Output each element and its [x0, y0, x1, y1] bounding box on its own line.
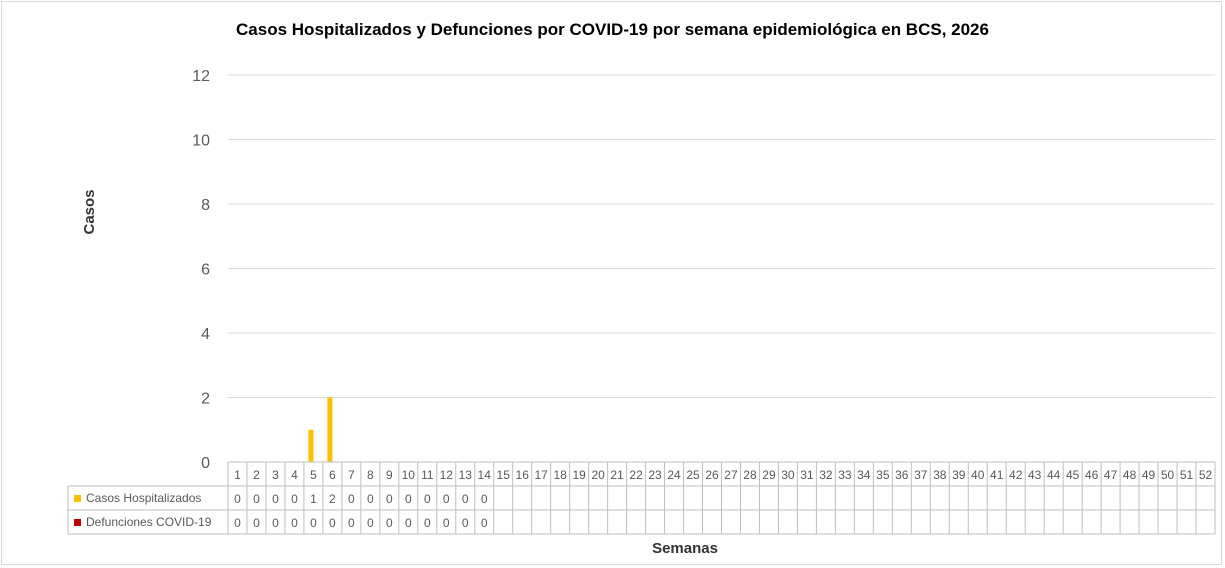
- x-tick-label: 45: [1066, 468, 1080, 482]
- legend-label: Defunciones COVID-19: [86, 515, 212, 529]
- data-value: 0: [348, 492, 355, 506]
- data-value: 0: [310, 516, 317, 530]
- x-tick-label: 26: [705, 468, 719, 482]
- x-tick-label: 14: [478, 468, 492, 482]
- legend-label: Casos Hospitalizados: [86, 491, 201, 505]
- x-axis-label: Semanas: [652, 540, 718, 557]
- data-value: 0: [405, 492, 412, 506]
- x-tick-label: 8: [367, 468, 374, 482]
- data-value: 0: [234, 492, 241, 506]
- data-value: 0: [386, 492, 393, 506]
- data-value: 0: [424, 516, 431, 530]
- x-tick-label: 31: [800, 468, 814, 482]
- data-value: 0: [481, 492, 488, 506]
- y-tick-label: 2: [201, 391, 210, 408]
- x-tick-label: 9: [386, 468, 393, 482]
- x-tick-label: 43: [1028, 468, 1042, 482]
- data-value: 2: [329, 492, 336, 506]
- x-tick-label: 18: [553, 468, 567, 482]
- data-value: 0: [253, 492, 260, 506]
- y-tick-label: 0: [201, 455, 210, 472]
- x-tick-label: 30: [781, 468, 795, 482]
- x-tick-label: 17: [535, 468, 549, 482]
- x-tick-label: 50: [1161, 468, 1175, 482]
- data-value: 0: [481, 516, 488, 530]
- x-tick-label: 4: [291, 468, 298, 482]
- x-tick-label: 11: [421, 468, 434, 482]
- x-tick-label: 40: [971, 468, 985, 482]
- legend-swatch: [74, 519, 81, 526]
- data-value: 0: [272, 492, 279, 506]
- data-value: 0: [253, 516, 260, 530]
- x-tick-label: 1: [234, 468, 241, 482]
- chart-title: Casos Hospitalizados y Defunciones por C…: [236, 20, 989, 39]
- bar-casos-hospitalizados: [327, 397, 333, 462]
- x-tick-label: 38: [933, 468, 947, 482]
- x-tick-label: 10: [402, 468, 416, 482]
- x-tick-label: 3: [272, 468, 279, 482]
- x-tick-label: 5: [310, 468, 317, 482]
- data-value: 0: [272, 516, 279, 530]
- x-tick-label: 32: [819, 468, 833, 482]
- x-tick-label: 12: [440, 468, 454, 482]
- data-value: 0: [405, 516, 412, 530]
- data-value: 0: [348, 516, 355, 530]
- x-tick-label: 29: [762, 468, 776, 482]
- x-tick-label: 44: [1047, 468, 1061, 482]
- x-tick-label: 22: [629, 468, 643, 482]
- x-tick-label: 37: [914, 468, 928, 482]
- data-value: 0: [367, 492, 374, 506]
- x-tick-label: 34: [857, 468, 871, 482]
- x-tick-label: 21: [610, 468, 624, 482]
- x-tick-label: 42: [1009, 468, 1023, 482]
- y-tick-label: 10: [192, 133, 210, 150]
- data-value: 0: [462, 516, 469, 530]
- x-tick-label: 41: [990, 468, 1004, 482]
- data-value: 0: [462, 492, 469, 506]
- x-tick-label: 48: [1123, 468, 1137, 482]
- data-value: 0: [424, 492, 431, 506]
- x-tick-label: 46: [1085, 468, 1099, 482]
- x-tick-label: 7: [348, 468, 355, 482]
- y-tick-label: 6: [201, 262, 210, 279]
- x-tick-label: 36: [895, 468, 909, 482]
- data-value: 0: [386, 516, 393, 530]
- data-value: 0: [291, 516, 298, 530]
- x-tick-label: 33: [838, 468, 852, 482]
- data-value: 0: [443, 516, 450, 530]
- bar-casos-hospitalizados: [308, 429, 314, 462]
- x-tick-label: 24: [667, 468, 681, 482]
- data-value: 1: [310, 492, 317, 506]
- x-tick-label: 49: [1142, 468, 1156, 482]
- y-tick-label: 4: [201, 326, 210, 343]
- y-tick-label: 8: [201, 197, 210, 214]
- y-tick-label: 12: [192, 68, 210, 85]
- x-tick-label: 51: [1180, 468, 1194, 482]
- x-tick-label: 19: [572, 468, 586, 482]
- x-tick-label: 2: [253, 468, 260, 482]
- x-tick-label: 39: [952, 468, 966, 482]
- x-tick-label: 25: [686, 468, 700, 482]
- x-tick-label: 52: [1199, 468, 1213, 482]
- x-tick-label: 28: [743, 468, 757, 482]
- x-tick-label: 35: [876, 468, 890, 482]
- x-tick-label: 16: [516, 468, 530, 482]
- x-tick-label: 15: [497, 468, 511, 482]
- x-tick-label: 27: [724, 468, 738, 482]
- data-value: 0: [329, 516, 336, 530]
- data-value: 0: [367, 516, 374, 530]
- data-value: 0: [291, 492, 298, 506]
- x-tick-label: 20: [591, 468, 605, 482]
- data-value: 0: [234, 516, 241, 530]
- x-tick-label: 6: [329, 468, 336, 482]
- legend-swatch: [74, 495, 81, 502]
- x-tick-label: 23: [648, 468, 662, 482]
- x-tick-label: 47: [1104, 468, 1118, 482]
- x-tick-label: 13: [459, 468, 473, 482]
- data-value: 0: [443, 492, 450, 506]
